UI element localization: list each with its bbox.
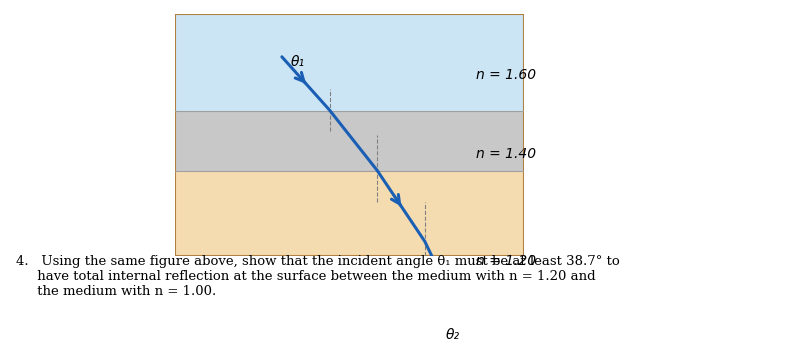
- FancyBboxPatch shape: [175, 111, 524, 171]
- FancyBboxPatch shape: [175, 14, 524, 111]
- Text: 4.   Using the same figure above, show that the incident angle θ₁ must be at lea: 4. Using the same figure above, show tha…: [16, 255, 619, 268]
- Text: n = 1.20: n = 1.20: [476, 254, 537, 268]
- Text: θ₁: θ₁: [291, 55, 305, 69]
- Text: n = 1.40: n = 1.40: [476, 147, 537, 162]
- Text: have total internal reflection at the surface between the medium with n = 1.20 a: have total internal reflection at the su…: [16, 270, 596, 283]
- Text: n = 1.60: n = 1.60: [476, 67, 537, 82]
- Text: θ₂: θ₂: [445, 328, 460, 343]
- FancyBboxPatch shape: [175, 171, 524, 256]
- Text: the medium with n = 1.00.: the medium with n = 1.00.: [16, 285, 216, 297]
